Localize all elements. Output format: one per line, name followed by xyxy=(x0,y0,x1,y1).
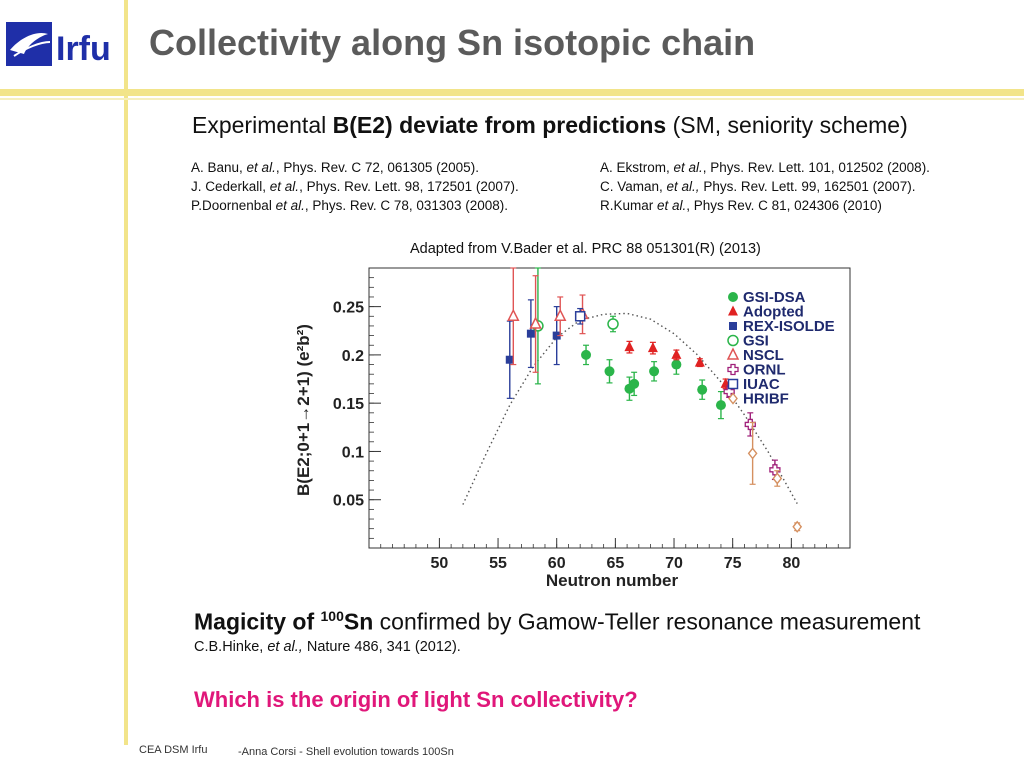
legend-label: HRIBF xyxy=(743,391,789,408)
data-point xyxy=(792,520,803,533)
header-rule xyxy=(0,89,1024,96)
y-tick-label: 0.25 xyxy=(333,300,364,317)
slide-title: Collectivity along Sn isotopic chain xyxy=(149,22,756,63)
legend-marker xyxy=(727,334,739,347)
legend-label: REX-ISOLDE xyxy=(743,318,835,335)
data-point xyxy=(629,378,640,389)
data-point xyxy=(529,316,542,329)
footer-org: CEA DSM Irfu xyxy=(139,744,208,756)
legend-label: GSI xyxy=(743,333,769,350)
prediction-curve xyxy=(462,312,798,505)
x-tick-label: 80 xyxy=(782,555,800,572)
x-tick-label: 70 xyxy=(665,555,683,572)
question-text: Which is the origin of light Sn collecti… xyxy=(194,687,638,712)
data-point xyxy=(607,318,619,330)
magicity-statement: Magicity of 100Sn confirmed by Gamow-Tel… xyxy=(194,608,921,635)
legend-marker xyxy=(727,363,739,376)
data-point xyxy=(505,355,514,364)
data-point xyxy=(581,349,592,360)
legend-label: Adopted xyxy=(743,304,804,321)
irfu-logo: Irfu xyxy=(6,22,111,68)
data-point xyxy=(526,329,535,338)
reference-item: J. Cederkall, et al., Phys. Rev. Lett. 9… xyxy=(191,179,519,194)
reference-item: R.Kumar et al., Phys Rev. C 81, 024306 (… xyxy=(600,198,882,213)
x-axis-label: Neutron number xyxy=(546,571,679,590)
x-tick-label: 55 xyxy=(489,555,507,572)
subtitle: Experimental B(E2) deviate from predicti… xyxy=(192,112,908,138)
y-tick-label: 0.15 xyxy=(333,396,364,413)
legend-label: NSCL xyxy=(743,347,784,364)
be2-chart: B(E2;0+1→2+1) (e²b²) Neutron number 0.05… xyxy=(294,267,851,590)
hinke-reference: C.B.Hinke, et al., Nature 486, 341 (2012… xyxy=(194,639,461,655)
x-tick-label: 60 xyxy=(548,555,566,572)
y-tick-label: 0.05 xyxy=(333,493,364,510)
legend-marker xyxy=(728,305,738,316)
data-point xyxy=(649,366,660,377)
legend-marker xyxy=(729,322,737,330)
data-point xyxy=(604,366,615,377)
x-tick-label: 65 xyxy=(606,555,624,572)
x-tick-label: 75 xyxy=(724,555,742,572)
reference-item: A. Ekstrom, et al., Phys. Rev. Lett. 101… xyxy=(600,160,930,175)
data-point xyxy=(624,341,635,352)
legend-label: GSI-DSA xyxy=(743,289,806,306)
data-point xyxy=(747,447,758,460)
header-rule-thin xyxy=(0,98,1024,100)
data-point xyxy=(574,311,586,322)
legend-label: ORNL xyxy=(743,362,786,379)
reference-item: P.Doornenbal et al., Phys. Rev. C 78, 03… xyxy=(191,198,508,213)
data-point xyxy=(772,472,783,485)
footer-talk: -Anna Corsi - Shell evolution towards 10… xyxy=(238,746,454,758)
y-tick-label: 0.1 xyxy=(342,444,364,461)
legend-marker xyxy=(728,392,738,405)
data-point xyxy=(715,400,726,411)
legend-marker xyxy=(728,292,738,302)
y-tick-label: 0.2 xyxy=(342,348,364,365)
irfu-logo-text: Irfu xyxy=(56,30,111,68)
data-point xyxy=(507,308,520,322)
plot-frame xyxy=(368,267,851,549)
reference-item: A. Banu, et al., Phys. Rev. C 72, 061305… xyxy=(191,160,479,175)
vertical-rule xyxy=(124,0,128,745)
data-point xyxy=(554,308,567,322)
reference-item: C. Vaman, et al., Phys. Rev. Lett. 99, 1… xyxy=(600,179,916,194)
data-point xyxy=(697,384,708,395)
legend-marker xyxy=(727,378,739,390)
references-right: A. Ekstrom, et al., Phys. Rev. Lett. 101… xyxy=(600,158,930,215)
x-tick-label: 50 xyxy=(430,555,448,572)
data-point xyxy=(694,356,705,367)
data-point xyxy=(671,359,682,370)
data-point xyxy=(552,331,561,340)
legend-label: IUAC xyxy=(743,376,780,393)
references-left: A. Banu, et al., Phys. Rev. C 72, 061305… xyxy=(191,158,519,215)
data-point xyxy=(671,348,682,359)
figure-source: Adapted from V.Bader et al. PRC 88 05130… xyxy=(410,241,761,257)
legend-marker xyxy=(726,347,740,360)
y-axis-label: B(E2;0+1→2+1) (e²b²) xyxy=(294,324,313,496)
data-point xyxy=(647,342,658,353)
